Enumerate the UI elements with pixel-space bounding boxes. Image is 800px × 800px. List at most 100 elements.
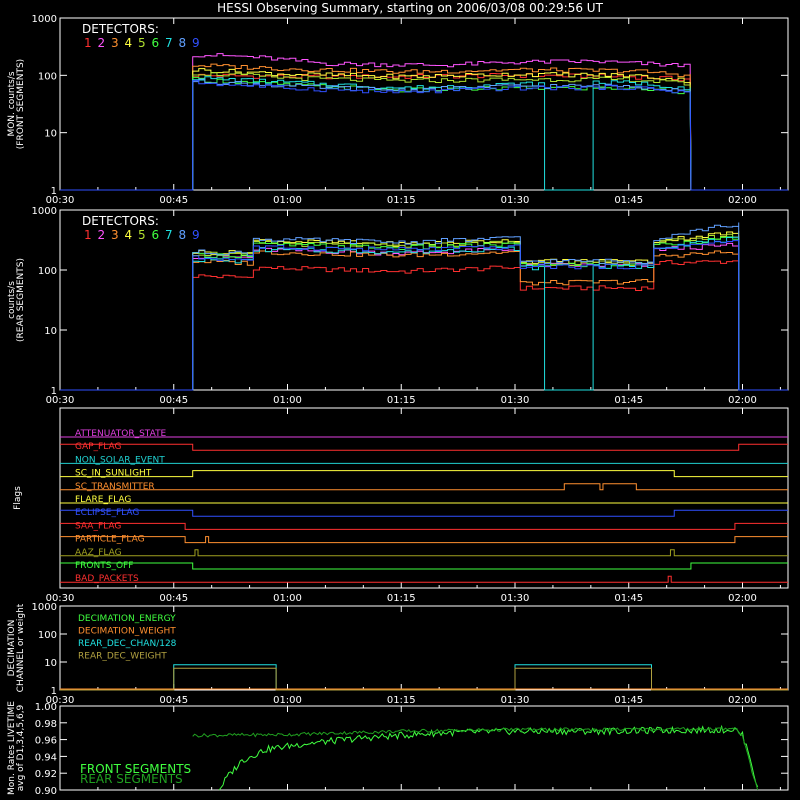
decimation-panel-ylabel: DECIMATION [7,620,17,677]
flag-label-gap_flag: GAP_FLAG [75,442,121,452]
livetime-panel-ytick-label: 0.98 [35,719,57,730]
front-panel-legend-detector-7: 7 [165,36,173,50]
livetime-legend-front-segments: FRONT SEGMENTS [80,762,191,776]
flags-panel-xtick-label: 01:30 [501,593,530,604]
flags-panel-xtick-label: 01:15 [387,593,416,604]
rear-panel-ytick-label: 1 [51,386,57,397]
livetime-panel-ytick-label: 0.92 [35,769,57,780]
decimation-panel-ylabel-2: CHANNEL or weight [16,603,26,692]
flags-panel-xtick-label: 01:00 [273,593,302,604]
front-panel-legend-detector-6: 6 [152,36,160,50]
front-panel-legend-detector-3: 3 [111,36,119,50]
front-panel-ytick-label: 1 [51,186,57,197]
front-panel-legend-detector-8: 8 [179,36,187,50]
front-panel-xtick-label: 00:30 [46,195,75,206]
front-panel-ylabel-2: (FRONT SEGMENTS) [16,59,26,149]
decimation-legend-decimation-weight: DECIMATION_WEIGHT [78,627,176,637]
rear-panel-series-detector-9 [60,240,788,391]
flag-line-fronts_off [60,562,788,570]
flag-line-gap_flag [60,443,788,451]
decimation-panel-ytick-label: 1000 [32,602,57,613]
flags-panel-xtick-label: 02:00 [728,593,757,604]
flag-line-saa_flag [60,522,788,530]
front-panel-xtick-label: 01:00 [273,195,302,206]
rear-panel-xtick-label: 01:00 [273,395,302,406]
decimation-panel-ytick-label: 10 [44,658,57,669]
rear-panel-legend-detector-9: 9 [192,228,200,242]
front-panel-frame [59,17,789,191]
livetime-panel-ylabel: Mon. Rates LIVETIME [7,701,17,795]
flag-label-flare_flag: FLARE_FLAG [75,495,131,505]
decimation-legend-rear-dec-chan-128: REAR_DEC_CHAN/128 [78,639,177,649]
rear-panel-ylabel-2: (REAR SEGMENTS) [16,258,26,342]
front-panel-series-detector-7 [60,76,788,191]
flag-label-eclipse_flag: ECLIPSE_FLAG [75,508,139,518]
decimation-panel-xtick-label: 00:45 [159,695,188,706]
flag-label-fronts_off: FRONTS_OFF [75,561,133,571]
flag-label-saa_flag: SAA_FLAG [75,521,121,531]
decimation-panel-xtick-label: 01:00 [273,695,302,706]
front-panel-legend-title: DETECTORS: [82,22,159,36]
front-panel-series-detector-5 [60,71,788,191]
livetime-panel-ylabel-2: avg of D1,3,4,5,6,9 [16,704,26,791]
front-panel-ytick-label: 100 [38,71,57,82]
livetime-panel-ytick-label: 0.94 [35,752,57,763]
front-panel-series-detector-8 [60,78,788,191]
flag-line-sc_in_sunlight [60,470,788,478]
flags-panel-xtick-label: 00:45 [159,593,188,604]
decimation-panel-ytick-label: 100 [38,630,57,641]
front-panel-legend-detector-5: 5 [138,36,146,50]
rear-panel-xtick-label: 00:45 [159,395,188,406]
flag-line-eclipse_flag [60,509,788,517]
front-panel-xtick-label: 02:00 [728,195,757,206]
rear-panel-ytick-label: 100 [38,266,57,277]
decimation-series-rear-dec-weight [60,667,788,691]
rear-panel-series-detector-6 [60,236,788,391]
flag-label-bad_packets: BAD_PACKETS [75,574,139,584]
decimation-panel-xtick-label: 00:30 [46,695,75,706]
livetime-panel-frame [59,705,789,791]
rear-panel-series-detector-2 [60,242,788,391]
livetime-panel-ytick-label: 1.00 [35,702,57,713]
rear-panel-legend-detector-6: 6 [152,228,160,242]
front-panel-xtick-label: 00:45 [159,195,188,206]
flag-label-sc_transmitter: SC_TRANSMITTER [75,482,155,492]
livetime-panel-ytick-label: 0.90 [35,786,57,797]
flag-label-sc_in_sunlight: SC_IN_SUNLIGHT [75,469,152,479]
rear-panel-xtick-label: 00:30 [46,395,75,406]
decimation-panel-xtick-label: 01:45 [614,695,643,706]
rear-panel-ytick-label: 1000 [32,206,57,217]
flag-label-aaz_flag: AAZ_FLAG [75,548,122,558]
rear-panel-xtick-label: 02:00 [728,395,757,406]
flag-label-non_solar_event: NON_SOLAR_EVENT [75,455,165,465]
decimation-panel-xtick-label: 01:30 [501,695,530,706]
decimation-panel-xtick-label: 02:00 [728,695,757,706]
flag-line-aaz_flag [60,549,788,557]
flag-line-bad_packets [60,575,788,583]
decimation-panel-ytick-label: 1 [51,686,57,697]
front-panel-ytick-label: 10 [44,129,57,140]
livetime-legend-rear-segments: REAR SEGMENTS [80,772,183,786]
rear-panel-legend-title: DETECTORS: [82,214,159,228]
flag-label-attenuator_state: ATTENUATOR_STATE [75,429,167,439]
front-panel-legend-detector-1: 1 [84,36,92,50]
rear-panel-series-detector-8 [60,222,788,391]
flag-label-particle_flag: PARTICLE_FLAG [75,535,145,545]
livetime-series-front-segments [218,724,759,791]
rear-panel-frame [59,209,789,391]
rear-panel-series-detector-4 [60,230,788,391]
front-panel-legend-detector-2: 2 [98,36,106,50]
front-panel-series-detector-6 [60,76,788,191]
front-panel-xtick-label: 01:15 [387,195,416,206]
rear-panel-legend-detector-7: 7 [165,228,173,242]
rear-panel-series-detector-3 [60,250,788,391]
rear-panel-legend-detector-2: 2 [98,228,106,242]
decimation-panel-xtick-label: 01:15 [387,695,416,706]
rear-panel-legend-detector-4: 4 [125,228,133,242]
front-panel-ytick-label: 1000 [32,14,57,25]
flag-line-sc_transmitter [60,483,788,491]
livetime-series-rear-segments [192,726,759,791]
rear-panel-legend-detector-1: 1 [84,228,92,242]
livetime-panel-ytick-label: 0.96 [35,736,57,747]
rear-panel-xtick-label: 01:45 [614,395,643,406]
